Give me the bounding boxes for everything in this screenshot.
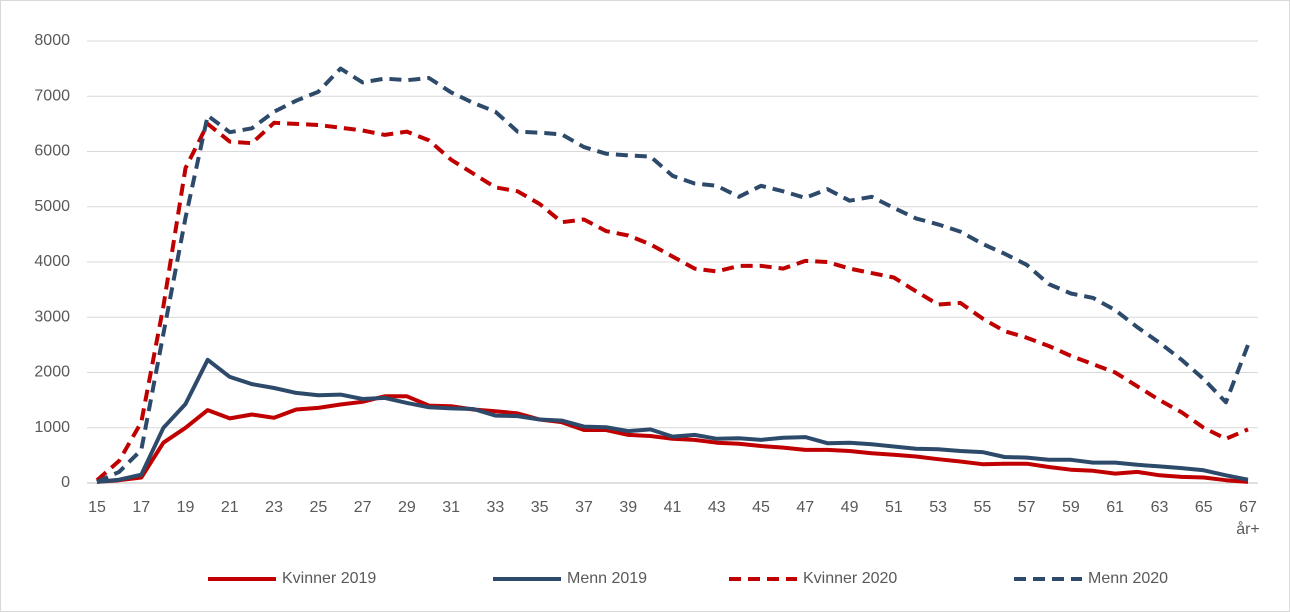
x-tick-label: 21 [221,499,239,516]
legend-label: Menn 2019 [567,570,647,587]
y-tick-label: 5000 [34,198,70,215]
legend-label: Kvinner 2020 [803,570,897,587]
x-tick-label: 35 [531,499,549,516]
y-tick-label: 2000 [34,364,70,381]
x-tick-label: 37 [575,499,593,516]
x-tick-label: 25 [309,499,327,516]
legend-label: Kvinner 2019 [282,570,376,587]
y-tick-label: 7000 [34,87,70,104]
x-tick-label: 43 [708,499,726,516]
y-tick-label: 3000 [34,308,70,325]
x-tick-label: 15 [88,499,106,516]
x-tick-label: 63 [1151,499,1169,516]
x-tick-label: 47 [796,499,814,516]
y-tick-label: 8000 [34,32,70,49]
y-tick-label: 0 [61,474,70,491]
x-tick-label: 17 [132,499,150,516]
x-tick-label: 23 [265,499,283,516]
x-tick-label: 19 [177,499,195,516]
x-tick-label: 39 [619,499,637,516]
series-line [96,394,1249,484]
x-tick-label: 55 [973,499,991,516]
series-line [96,357,1249,484]
x-tick-label: 31 [442,499,460,516]
x-tick-label: 33 [487,499,505,516]
series-line [95,120,1249,482]
x-tick-label: 67 år+ [1236,499,1260,538]
y-tick-label: 1000 [34,419,70,436]
x-tick-label: 53 [929,499,947,516]
x-tick-label: 29 [398,499,416,516]
x-tick-label: 59 [1062,499,1080,516]
y-tick-label: 6000 [34,143,70,160]
x-tick-label: 27 [354,499,372,516]
legend-label: Menn 2020 [1088,570,1168,587]
x-tick-label: 49 [841,499,859,516]
x-tick-label: 57 [1018,499,1036,516]
y-tick-label: 4000 [34,253,70,270]
x-tick-label: 45 [752,499,770,516]
x-tick-label: 41 [664,499,682,516]
series-line [96,66,1250,484]
x-tick-label: 51 [885,499,903,516]
x-tick-label: 65 [1195,499,1213,516]
x-tick-label: 61 [1106,499,1124,516]
